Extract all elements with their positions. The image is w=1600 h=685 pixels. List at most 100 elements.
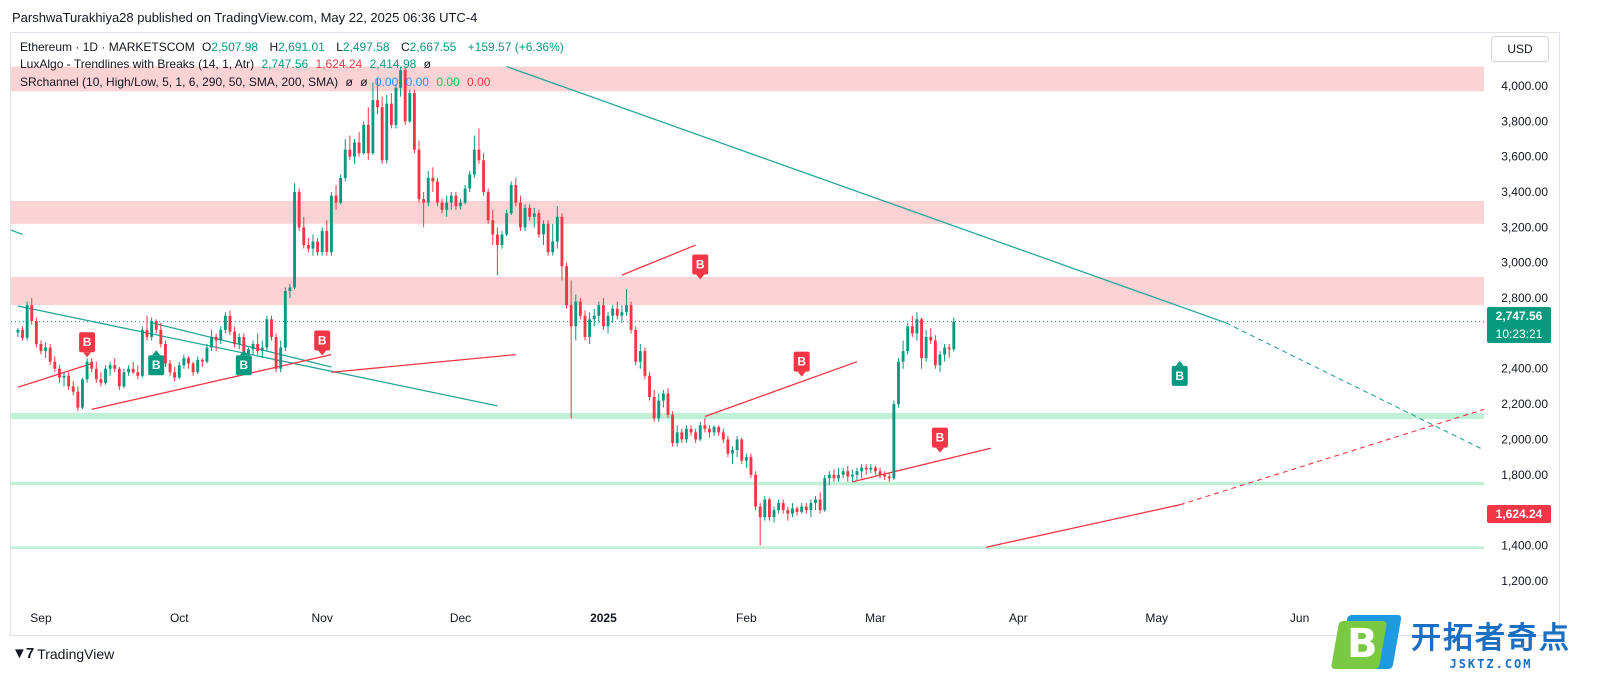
candle	[786, 506, 790, 521]
candle-body	[302, 227, 306, 246]
x-tick-label: Feb	[736, 611, 757, 625]
candle-body	[929, 336, 933, 341]
candle	[159, 322, 163, 348]
candle-body	[574, 301, 578, 327]
uptrend-line-projection	[1179, 408, 1484, 506]
candle	[625, 289, 628, 316]
candle-body	[684, 428, 688, 440]
bear-break-signal: B	[314, 330, 331, 356]
legend-symbol[interactable]: Ethereum · 1D · MARKETSCOM	[20, 40, 195, 54]
candle-body	[767, 499, 771, 518]
watermark-letter: B	[1347, 621, 1378, 667]
candle-body	[611, 308, 615, 316]
candle-body	[754, 474, 757, 507]
signal-pointer	[1175, 360, 1184, 366]
candle-body	[431, 177, 435, 182]
candle-body	[680, 432, 684, 440]
candle	[140, 326, 144, 378]
candle-body	[855, 471, 859, 475]
candle	[615, 301, 619, 320]
candle-body	[915, 319, 919, 334]
candle	[869, 464, 873, 474]
candle	[634, 326, 638, 366]
candle	[223, 312, 227, 334]
candle-body	[16, 329, 20, 333]
candle	[883, 471, 887, 481]
candle	[514, 177, 518, 207]
candle	[477, 128, 481, 164]
candle	[588, 312, 592, 345]
candle-body	[800, 506, 804, 512]
bull-break-signal: B	[235, 350, 252, 376]
candle	[827, 471, 831, 486]
signal-pointer	[83, 352, 92, 358]
candle-body	[265, 319, 269, 348]
candle-body	[297, 192, 301, 228]
candle-body	[860, 467, 864, 472]
candle	[210, 329, 213, 352]
tradingview-brand[interactable]: ▼7 TradingView	[12, 645, 114, 662]
candle	[509, 181, 513, 216]
uptrend-line	[17, 362, 92, 388]
candle	[555, 206, 559, 249]
open-label: O	[202, 40, 212, 54]
chart-frame[interactable]	[10, 32, 1560, 636]
signal-box	[148, 355, 165, 376]
candle-body	[468, 174, 472, 189]
candle	[694, 428, 698, 443]
candle-body	[237, 336, 241, 345]
candle	[196, 356, 200, 375]
candle-body	[283, 290, 287, 348]
last-price-tag: 2,747.56 10:23:21	[1487, 307, 1551, 343]
candle-body	[380, 107, 384, 161]
candle-body	[758, 506, 762, 518]
watermark-url: JSKTZ.COM	[1449, 657, 1533, 671]
candle-body	[145, 329, 149, 337]
candle-body	[694, 432, 698, 440]
candle	[30, 298, 34, 325]
candle-body	[542, 223, 545, 235]
candle	[606, 312, 610, 334]
candle	[311, 234, 315, 256]
candle-body	[362, 124, 366, 154]
support-zone	[11, 481, 1484, 486]
candle	[841, 467, 845, 479]
candle-body	[615, 308, 619, 316]
candle	[48, 344, 52, 366]
candle	[274, 333, 278, 373]
currency-selector[interactable]: USD	[1491, 36, 1549, 62]
candle	[67, 372, 71, 390]
candle-body	[827, 474, 831, 479]
candle-body	[841, 471, 845, 475]
candle-body	[90, 361, 94, 369]
legend-indicator-srchannel[interactable]: SRchannel (10, High/Low, 5, 1, 6, 290, 5…	[20, 75, 494, 89]
candle	[399, 66, 403, 97]
candle-body	[30, 305, 34, 322]
indicator2-value-2: ø	[360, 75, 368, 89]
price-chart[interactable]: BBBBBBBB1,200.001,400.001,600.001,800.00…	[0, 0, 1600, 640]
candle	[929, 328, 933, 345]
candle-body	[551, 241, 555, 253]
candle-body	[620, 312, 624, 316]
candle-body	[837, 474, 840, 479]
candle	[288, 283, 292, 299]
candle-body	[791, 508, 794, 514]
candle-body	[887, 476, 891, 479]
open-value: 2,507.98	[211, 40, 259, 54]
candle-body	[892, 404, 896, 479]
resistance-zone	[11, 276, 1484, 306]
candle	[463, 184, 467, 205]
candle-body	[159, 329, 163, 345]
candle	[108, 361, 112, 376]
y-tick-label: 3,800.00	[1501, 114, 1548, 128]
candle	[376, 78, 379, 115]
signal-label: B	[152, 358, 161, 372]
candle-body	[348, 149, 352, 157]
legend-indicator-trendlines[interactable]: LuxAlgo - Trendlines with Breaks (14, 1,…	[20, 57, 435, 71]
candle	[620, 305, 624, 323]
candle-body	[445, 202, 449, 210]
candle	[233, 326, 237, 348]
candle	[293, 183, 296, 290]
candle	[182, 354, 186, 369]
candle-body	[210, 336, 213, 348]
